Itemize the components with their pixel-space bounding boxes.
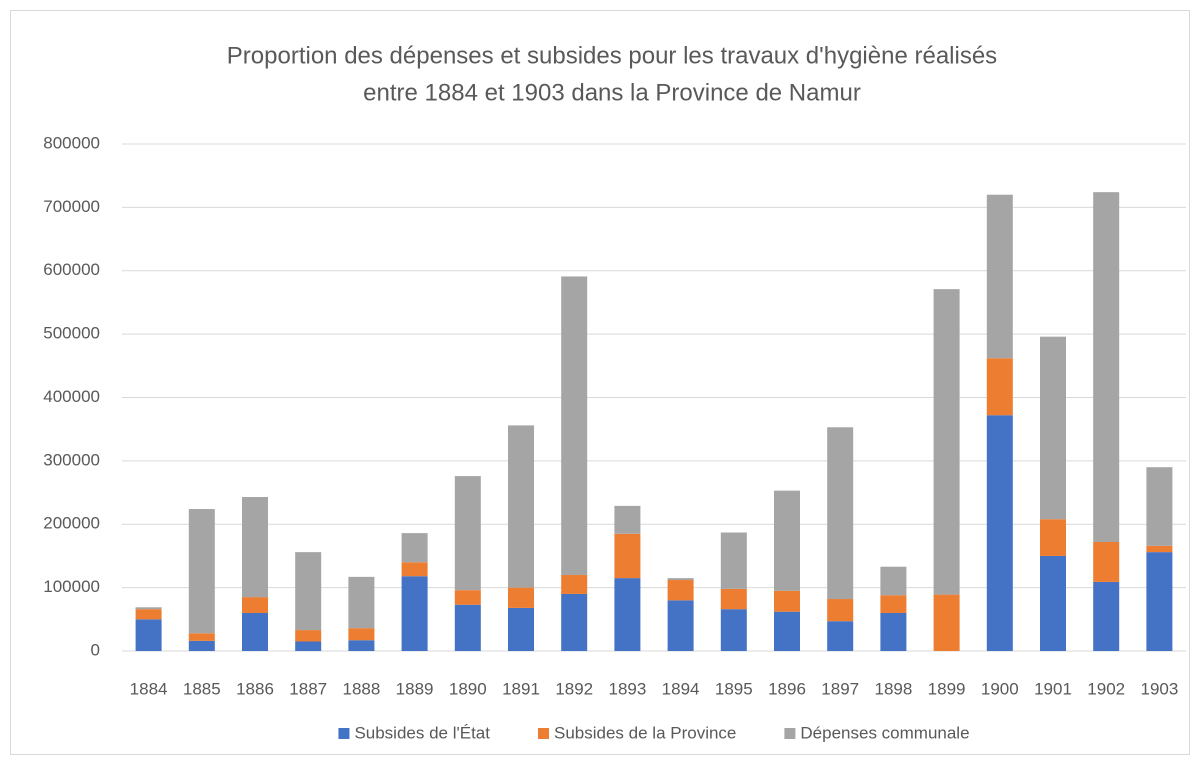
bar-segment [774, 590, 800, 612]
bar-segment [561, 574, 588, 594]
bar-segment [614, 505, 641, 534]
bar-segment [242, 612, 268, 651]
bar-segment [454, 604, 481, 651]
bar-segment [1040, 555, 1066, 651]
y-tick-label: 300000 [43, 450, 100, 469]
bar-segment [614, 578, 641, 651]
y-tick-label: 700000 [43, 197, 100, 216]
bar-segment [135, 609, 162, 620]
bar-segment [667, 580, 694, 601]
bar-segment [454, 590, 481, 605]
x-tick-label: 1896 [768, 679, 806, 698]
x-tick-label: 1901 [1034, 679, 1072, 698]
bar-segment [135, 619, 162, 651]
x-tick-label: 1894 [662, 679, 700, 698]
y-tick-label: 600000 [43, 260, 100, 279]
x-tick-label: 1893 [608, 679, 646, 698]
bar-segment [933, 594, 960, 651]
bar-segment [454, 476, 481, 591]
x-tick-label: 1897 [821, 679, 859, 698]
bar-segment [614, 533, 641, 579]
bar-segment [1040, 336, 1066, 520]
x-tick-label: 1889 [396, 679, 434, 698]
x-tick-label: 1891 [502, 679, 540, 698]
bar-segment [295, 630, 322, 642]
bar-segment [348, 640, 375, 651]
bar-segment [933, 289, 960, 595]
bar-segment [401, 533, 428, 563]
bar-segment [348, 576, 375, 629]
x-tick-label: 1888 [342, 679, 380, 698]
bar-segment [295, 641, 322, 651]
bar-segment [242, 597, 268, 613]
bar-segment [348, 628, 375, 641]
bar-segment [720, 609, 747, 651]
x-tick-label: 1903 [1140, 679, 1178, 698]
legend-label: Subsides de l'État [354, 723, 490, 742]
chart-title: Proportion des dépenses et subsides pour… [227, 42, 997, 69]
bar-segment [1093, 541, 1120, 582]
bar-segment [508, 607, 534, 651]
x-tick-label: 1886 [236, 679, 274, 698]
y-tick-label: 400000 [43, 387, 100, 406]
bar-segment [1040, 519, 1066, 556]
y-tick-label: 100000 [43, 577, 100, 596]
bar-segment [401, 576, 428, 651]
legend-label: Subsides de la Province [554, 723, 736, 742]
bar-segment [720, 532, 747, 589]
bar-segment [561, 276, 588, 575]
y-tick-label: 800000 [43, 133, 100, 152]
bar-segment [401, 562, 428, 577]
x-tick-label: 1884 [130, 679, 168, 698]
bar-segment [880, 566, 907, 596]
bar-segment [188, 633, 215, 641]
y-tick-label: 500000 [43, 324, 100, 343]
chart-title: entre 1884 et 1903 dans la Province de N… [363, 79, 861, 106]
x-tick-label: 1887 [289, 679, 327, 698]
x-tick-label: 1900 [981, 679, 1019, 698]
x-tick-label: 1902 [1087, 679, 1125, 698]
x-tick-label: 1895 [715, 679, 753, 698]
x-tick-label: 1885 [183, 679, 221, 698]
bar-segment [667, 600, 694, 651]
bar-segment [986, 415, 1013, 651]
bar-segment [561, 593, 588, 651]
bar-segment [986, 194, 1013, 359]
bar-segment [667, 578, 694, 581]
legend-swatch [538, 728, 550, 739]
bar-segment [508, 425, 534, 588]
x-tick-label: 1899 [928, 679, 966, 698]
bar-segment [774, 490, 800, 591]
bar-segment [986, 358, 1013, 416]
bar-segment [827, 427, 854, 600]
legend-swatch [338, 728, 350, 739]
bar-segment [508, 587, 534, 608]
y-tick-label: 200000 [43, 514, 100, 533]
bar-segment [188, 640, 215, 651]
legend-swatch [784, 728, 796, 739]
bar-segment [1146, 545, 1173, 553]
y-tick-label: 0 [91, 640, 100, 659]
bar-segment [720, 588, 747, 610]
bar-segment [880, 612, 907, 651]
x-tick-label: 1898 [874, 679, 912, 698]
bar-segment [1093, 581, 1120, 651]
bar-segment [774, 611, 800, 651]
bar-segment [1146, 467, 1173, 546]
bar-segment [295, 552, 322, 631]
bar-segment [188, 509, 215, 634]
bar-segment [1146, 552, 1173, 651]
bar-segment [827, 621, 854, 651]
bar-segment [1093, 192, 1120, 542]
bar-segment [827, 599, 854, 622]
bar-segment [135, 607, 162, 610]
bar-segment [242, 496, 268, 598]
bar-segment [880, 595, 907, 613]
legend-label: Dépenses communale [800, 723, 969, 742]
x-tick-label: 1892 [555, 679, 593, 698]
x-tick-label: 1890 [449, 679, 487, 698]
